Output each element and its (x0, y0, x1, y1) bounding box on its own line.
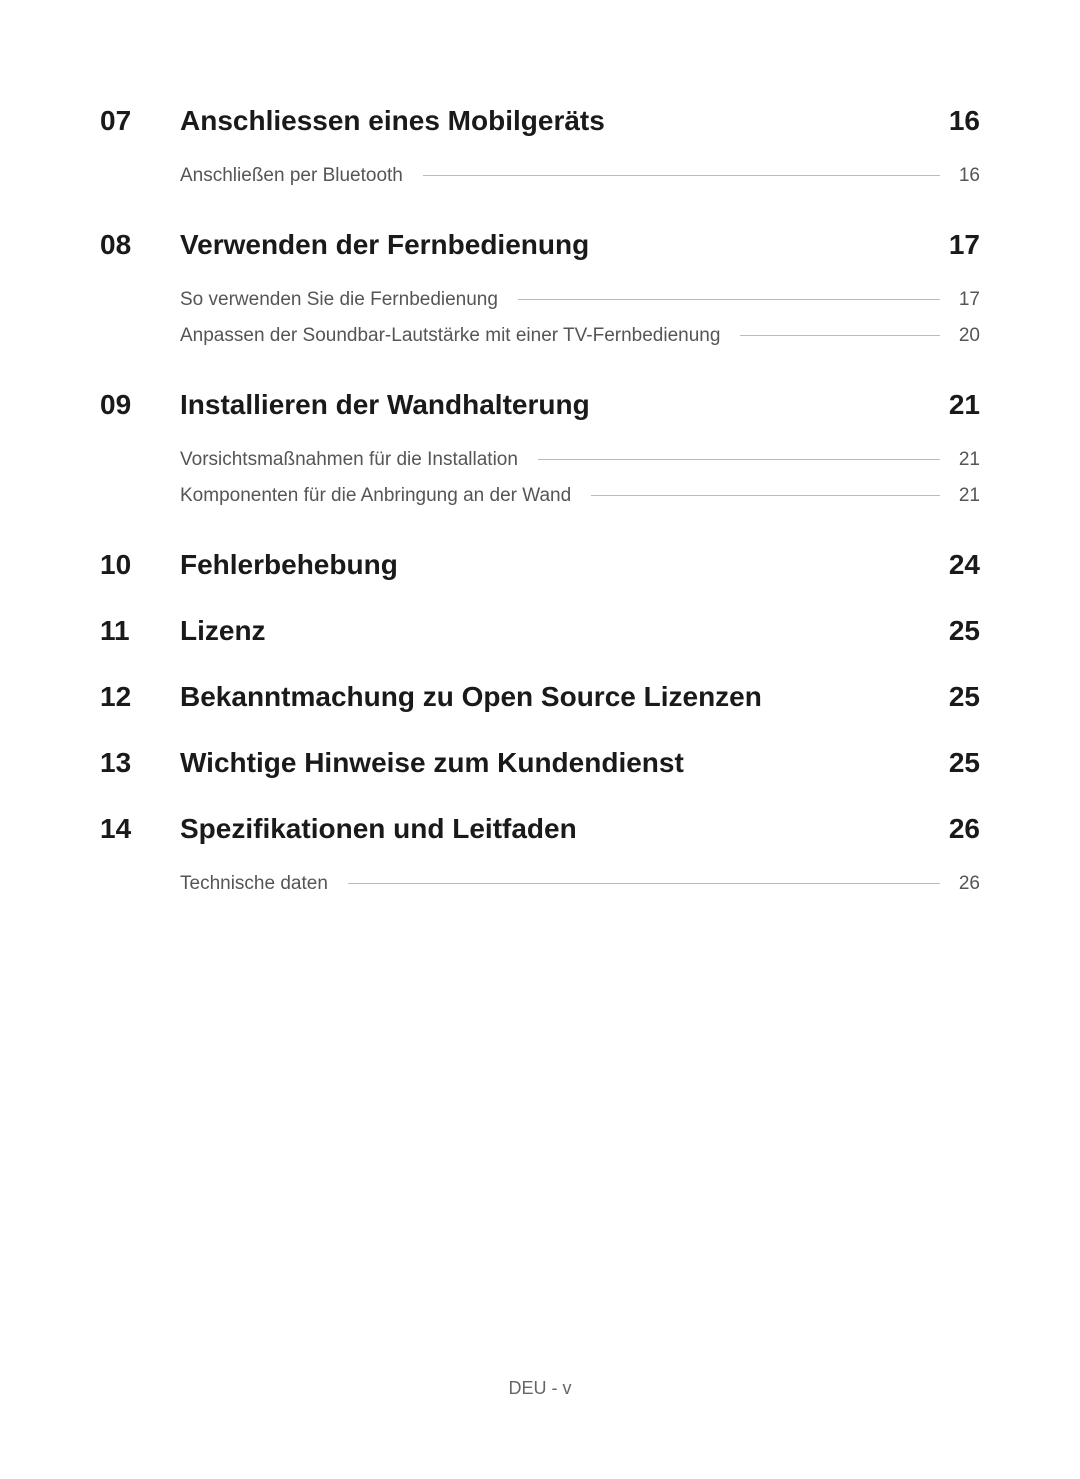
section-content: Lizenz 25 (180, 615, 980, 647)
section-content: Wichtige Hinweise zum Kundendienst 25 (180, 747, 980, 779)
section-content: Bekanntmachung zu Open Source Lizenzen 25 (180, 681, 980, 713)
subitem-page: 26 (952, 873, 980, 895)
section-header: Wichtige Hinweise zum Kundendienst 25 (180, 747, 980, 779)
subitem-title: Technische daten (180, 873, 328, 895)
section-page: 17 (949, 229, 980, 261)
page-footer: DEU - v (0, 1378, 1080, 1399)
section-title: Verwenden der Fernbedienung (180, 229, 589, 261)
subitem-title: Anschließen per Bluetooth (180, 165, 403, 187)
section-page: 16 (949, 105, 980, 137)
subitem: So verwenden Sie die Fernbedienung 17 (180, 289, 980, 311)
section-content: Verwenden der Fernbedienung17So verwende… (180, 229, 980, 361)
subitem-page: 17 (952, 289, 980, 311)
subitem: Technische daten 26 (180, 873, 980, 895)
toc-section: 10Fehlerbehebung 24 (100, 549, 980, 581)
section-number: 10 (100, 549, 180, 581)
subitem-page: 21 (952, 449, 980, 471)
section-content: Anschliessen eines Mobilgeräts16Anschlie… (180, 105, 980, 201)
toc-page: 07Anschliessen eines Mobilgeräts16Anschl… (0, 0, 1080, 909)
subitems: So verwenden Sie die Fernbedienung 17 Anpa… (180, 289, 980, 347)
toc-section: 12Bekanntmachung zu Open Source Lizenzen… (100, 681, 980, 713)
subitem: Anpassen der Soundbar-Lautstärke mit ein… (180, 325, 980, 347)
subitem-page: 16 (952, 165, 980, 187)
section-title: Wichtige Hinweise zum Kundendienst (180, 747, 684, 779)
toc-section: 07Anschliessen eines Mobilgeräts16Anschl… (100, 105, 980, 201)
leader-line (740, 335, 940, 336)
section-number: 13 (100, 747, 180, 779)
section-content: Spezifikationen und Leitfaden26Technisch… (180, 813, 980, 909)
section-page: 21 (949, 389, 980, 421)
section-title: Bekanntmachung zu Open Source Lizenzen (180, 681, 762, 713)
subitem: Vorsichtsmaßnahmen für die Installation 2… (180, 449, 980, 471)
section-page: 24 (949, 549, 980, 581)
toc-section: 13Wichtige Hinweise zum Kundendienst 25 (100, 747, 980, 779)
leader-line (591, 495, 940, 496)
section-page: 25 (949, 747, 980, 779)
subitem-page: 20 (952, 325, 980, 347)
section-content: Fehlerbehebung 24 (180, 549, 980, 581)
subitem: Anschließen per Bluetooth 16 (180, 165, 980, 187)
section-number: 09 (100, 389, 180, 421)
subitems: Vorsichtsmaßnahmen für die Installation 2… (180, 449, 980, 507)
leader-line (348, 883, 940, 884)
section-header: Installieren der Wandhalterung 21 (180, 389, 980, 421)
section-title: Spezifikationen und Leitfaden (180, 813, 577, 845)
section-page: 25 (949, 615, 980, 647)
leader-line (423, 175, 940, 176)
section-header: Verwenden der Fernbedienung 17 (180, 229, 980, 261)
section-title: Lizenz (180, 615, 266, 647)
section-title: Anschliessen eines Mobilgeräts (180, 105, 605, 137)
subitem-title: Anpassen der Soundbar-Lautstärke mit ein… (180, 325, 720, 347)
section-number: 08 (100, 229, 180, 261)
toc-section: 14Spezifikationen und Leitfaden26Technis… (100, 813, 980, 909)
section-header: Bekanntmachung zu Open Source Lizenzen 25 (180, 681, 980, 713)
subitem-title: So verwenden Sie die Fernbedienung (180, 289, 498, 311)
leader-line (518, 299, 940, 300)
leader-line (538, 459, 940, 460)
section-header: Fehlerbehebung 24 (180, 549, 980, 581)
section-title: Installieren der Wandhalterung (180, 389, 590, 421)
section-page: 25 (949, 681, 980, 713)
subitems: Technische daten 26 (180, 873, 980, 895)
toc-section: 09Installieren der Wandhalterung21Vorsic… (100, 389, 980, 521)
footer-text: DEU - v (509, 1378, 572, 1398)
section-header: Spezifikationen und Leitfaden 26 (180, 813, 980, 845)
subitem-title: Vorsichtsmaßnahmen für die Installation (180, 449, 518, 471)
subitem: Komponenten für die Anbringung an der Wa… (180, 485, 980, 507)
section-header: Lizenz 25 (180, 615, 980, 647)
section-number: 12 (100, 681, 180, 713)
subitem-page: 21 (952, 485, 980, 507)
section-page: 26 (949, 813, 980, 845)
section-title: Fehlerbehebung (180, 549, 398, 581)
section-number: 07 (100, 105, 180, 137)
toc-list: 07Anschliessen eines Mobilgeräts16Anschl… (100, 105, 980, 909)
toc-section: 08Verwenden der Fernbedienung17So verwen… (100, 229, 980, 361)
section-number: 14 (100, 813, 180, 845)
subitem-title: Komponenten für die Anbringung an der Wa… (180, 485, 571, 507)
toc-section: 11Lizenz 25 (100, 615, 980, 647)
section-header: Anschliessen eines Mobilgeräts 16 (180, 105, 980, 137)
section-number: 11 (100, 615, 180, 647)
subitems: Anschließen per Bluetooth 16 (180, 165, 980, 187)
section-content: Installieren der Wandhalterung21Vorsicht… (180, 389, 980, 521)
